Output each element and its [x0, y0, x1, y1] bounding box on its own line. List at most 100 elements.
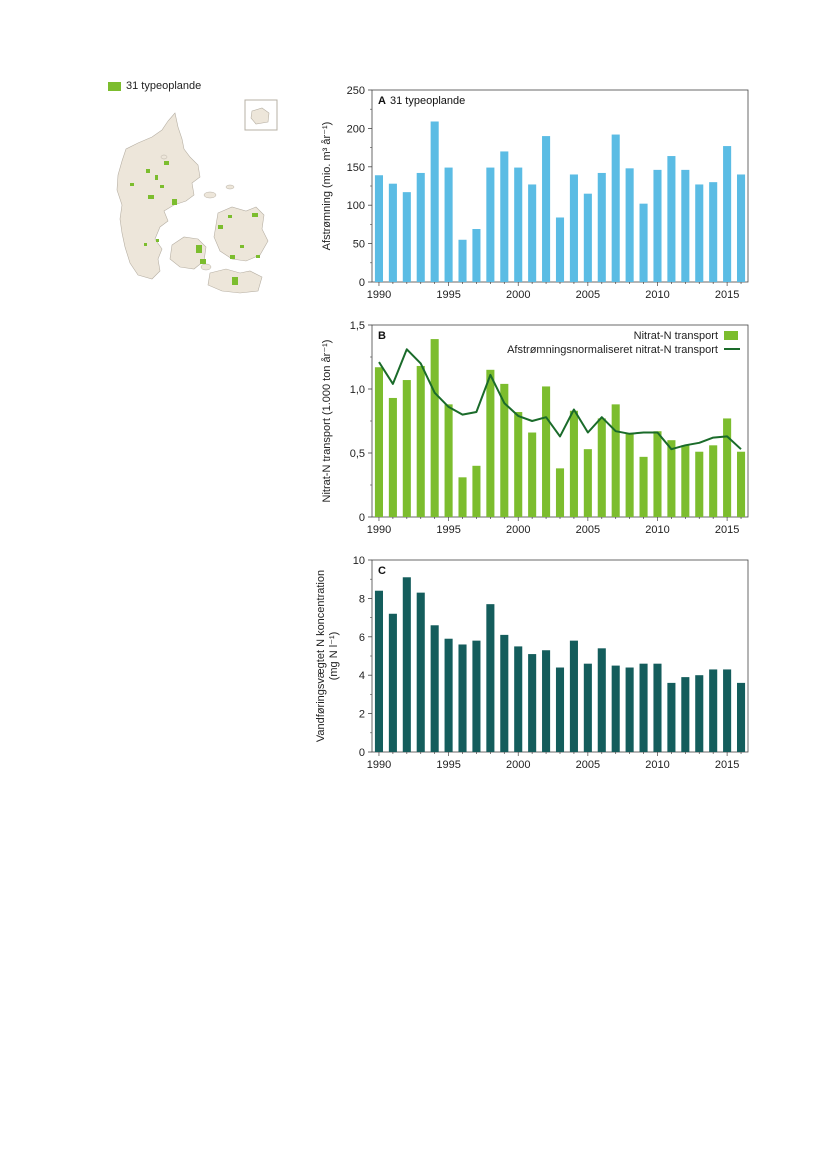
bar-1996 [458, 644, 467, 752]
bar-1993 [416, 365, 425, 517]
zealand-island [213, 206, 269, 262]
chart-panel-c: 0 2 4 6 8 10 1990 1995 2000 2005 2010 2015 Vandførin… [315, 555, 749, 771]
catchment-markers [130, 161, 260, 285]
bornholm-inset-frame [244, 99, 278, 131]
bar-1997 [472, 229, 481, 282]
bar-2002 [542, 386, 551, 517]
catchment-area [172, 199, 177, 205]
bar-1992 [402, 192, 411, 282]
bar-2008 [625, 667, 634, 752]
bar-2000 [514, 412, 523, 517]
bornholm-island [250, 107, 270, 125]
chart-legend: Nitrat-N transport Afstrømningsnormaliser… [507, 330, 740, 356]
bar-2005 [583, 663, 592, 752]
catchment-area [144, 243, 147, 246]
bar-2010 [653, 169, 662, 282]
y-axis-label: Afstrømning (mio. m³ år⁻¹) [321, 122, 333, 251]
catchment-area [130, 183, 134, 186]
y-tick-label: 0 [359, 512, 365, 524]
y-tick-label: 8 [359, 593, 365, 605]
bar-2015 [723, 418, 732, 517]
x-tick-label: 2000 [506, 524, 530, 536]
bar-2013 [695, 451, 704, 517]
bar-1997 [472, 465, 481, 517]
x-tick-label: 1990 [367, 524, 391, 536]
bar-2015 [723, 146, 732, 282]
y-tick-label: 100 [347, 200, 365, 212]
x-tick-label: 1990 [367, 759, 391, 771]
chart-panel-b: 0 0,5 1,0 1,5 1990 1995 2000 2005 2010 2015 Nitrat… [321, 320, 749, 536]
map-legend: 31 typeoplande [108, 80, 201, 92]
bar-2008 [625, 433, 634, 517]
bar-2000 [514, 167, 523, 282]
bar-2011 [667, 682, 676, 752]
catchment-legend-swatch [108, 81, 121, 91]
y-tick-label: 200 [347, 123, 365, 135]
legend-swatch-bar [724, 331, 738, 340]
panel-title: 31 typeoplande [390, 95, 465, 107]
bar-2007 [611, 134, 620, 282]
y-tick-label: 150 [347, 162, 365, 174]
catchment-area [256, 255, 260, 258]
map-legend-label: 31 typeoplande [126, 80, 202, 92]
bar-2014 [709, 182, 718, 282]
y-axis-label-line: (mg N l⁻¹) [328, 632, 340, 681]
bar-2010 [653, 431, 662, 517]
panel-letter: C [378, 565, 386, 577]
bar-2014 [709, 445, 718, 517]
y-tick-label: 4 [359, 670, 365, 682]
bar-2016 [736, 451, 746, 517]
bar-2009 [639, 663, 648, 752]
y-tick-label: 1,0 [350, 384, 365, 396]
x-tick-label: 2005 [576, 759, 600, 771]
x-tick-label: 2015 [715, 759, 739, 771]
bar-2016 [736, 174, 746, 282]
y-tick-label: 10 [353, 555, 365, 567]
x-tick-label: 2010 [645, 524, 669, 536]
catchment-area [160, 185, 164, 188]
bar-2006 [597, 172, 606, 282]
bar-1992 [402, 577, 411, 752]
bar-1991 [388, 183, 397, 282]
bar-1998 [486, 167, 495, 282]
x-tick-label: 2015 [715, 524, 739, 536]
x-tick-label: 1995 [436, 524, 460, 536]
bar-2007 [611, 404, 620, 517]
bar-1998 [486, 604, 495, 752]
catchment-area [156, 239, 159, 242]
bar-2015 [723, 669, 732, 752]
catchment-area [230, 255, 235, 259]
x-tick-label: 2010 [645, 289, 669, 301]
y-tick-label: 0 [359, 747, 365, 759]
bar-2003 [555, 217, 565, 282]
bar-1999 [500, 383, 509, 517]
catchment-area [228, 215, 232, 218]
bar-1995 [444, 404, 453, 517]
y-tick-label: 6 [359, 632, 365, 644]
catchment-area [148, 195, 154, 199]
catchment-area [218, 225, 223, 229]
catchment-area [240, 245, 244, 248]
bar-2016 [736, 682, 746, 752]
bar-1991 [388, 613, 397, 752]
bar-2013 [695, 675, 704, 752]
bar-2007 [611, 665, 620, 752]
bar-2005 [583, 449, 592, 517]
small-island [160, 154, 168, 160]
bar-1996 [458, 239, 467, 282]
bar-1994 [430, 625, 439, 752]
bar-2003 [555, 667, 565, 752]
bar-1993 [416, 592, 425, 752]
bar-1998 [486, 369, 495, 517]
x-tick-label: 2000 [506, 289, 530, 301]
small-island [203, 191, 217, 199]
bar-1996 [458, 477, 467, 517]
x-tick-label: 2005 [576, 289, 600, 301]
bar-2012 [681, 445, 690, 517]
x-tick-label: 2015 [715, 289, 739, 301]
bar-2004 [569, 410, 578, 517]
y-axis-label: Nitrat-N transport (1.000 ton år⁻¹) [321, 340, 333, 503]
bar-2012 [681, 169, 690, 282]
bar-1997 [472, 640, 481, 752]
